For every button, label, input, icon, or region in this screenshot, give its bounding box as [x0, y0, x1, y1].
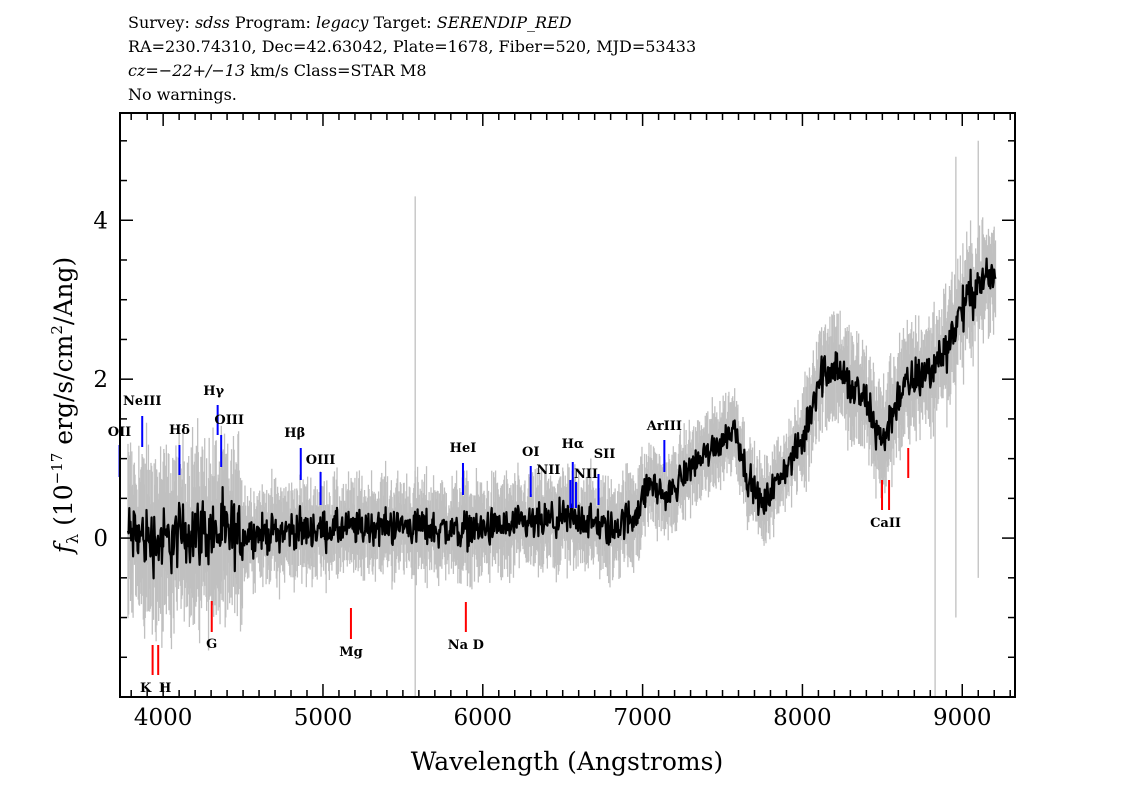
header-line-warnings: No warnings.	[128, 85, 237, 104]
emission-line-label: Hβ	[284, 426, 305, 441]
emission-line-label: HeI	[450, 441, 477, 456]
absorption-line-label: G	[206, 637, 217, 652]
program-label: Program:	[229, 13, 317, 32]
x-tick-label: 9000	[933, 705, 992, 731]
absorption-line-label: Mg	[339, 645, 362, 660]
header-line-redshift: cz=−22+/−13 km/s Class=STAR M8	[128, 60, 427, 82]
emission-line-label: Hγ	[203, 384, 224, 399]
x-tick-label: 8000	[773, 705, 832, 731]
error-band	[127, 140, 997, 696]
y-tick-label: 4	[93, 208, 108, 234]
flux-series	[126, 257, 997, 580]
flux-line	[126, 257, 997, 580]
program-value: legacy	[316, 13, 369, 32]
class-text: km/s Class=STAR M8	[245, 61, 427, 80]
x-tick-label: 6000	[454, 705, 513, 731]
survey-value: sdss	[194, 13, 230, 32]
x-tick-label: 5000	[294, 705, 353, 731]
absorption-line-label: H	[159, 681, 171, 696]
header-line-survey: Survey: sdss Program: legacy Target: SER…	[128, 12, 572, 34]
plot-frame	[119, 112, 1016, 698]
y-tick-label: 0	[93, 526, 108, 552]
absorption-line-label: K	[140, 681, 152, 696]
target-label: Target:	[368, 13, 437, 32]
emission-line-label: NII	[574, 467, 598, 482]
target-value: SERENDIP_RED	[436, 13, 572, 32]
emission-line-label: OI	[522, 445, 539, 460]
emission-line-label: OIII	[214, 413, 244, 428]
axis-ticks: 4000 5000 6000 7000 8000 9000 0 2 4	[93, 113, 1015, 731]
header-line-coords: RA=230.74310, Dec=42.63042, Plate=1678, …	[128, 37, 697, 56]
emission-line-label: NeIII	[123, 394, 161, 409]
emission-line-label: NII	[536, 463, 560, 478]
cz-value: cz=−22+/−13	[128, 61, 246, 80]
emission-line-label: Hδ	[169, 423, 190, 438]
emission-line-label: Hα	[562, 437, 584, 452]
emission-line-label: ArIII	[646, 419, 682, 434]
x-tick-label: 4000	[134, 705, 193, 731]
absorption-line-label: CaII	[870, 516, 901, 531]
x-tick-label: 7000	[613, 705, 672, 731]
absorption-line-label: Na D	[448, 638, 484, 653]
y-axis-title: fλ (10−17 erg/s/cm2/Ang)	[48, 257, 82, 556]
x-axis-title: Wavelength (Angstroms)	[411, 747, 723, 776]
survey-label: Survey:	[128, 13, 195, 32]
emission-line-label: OIII	[306, 453, 336, 468]
emission-line-label: SII	[594, 447, 616, 462]
y-tick-label: 2	[93, 367, 108, 393]
